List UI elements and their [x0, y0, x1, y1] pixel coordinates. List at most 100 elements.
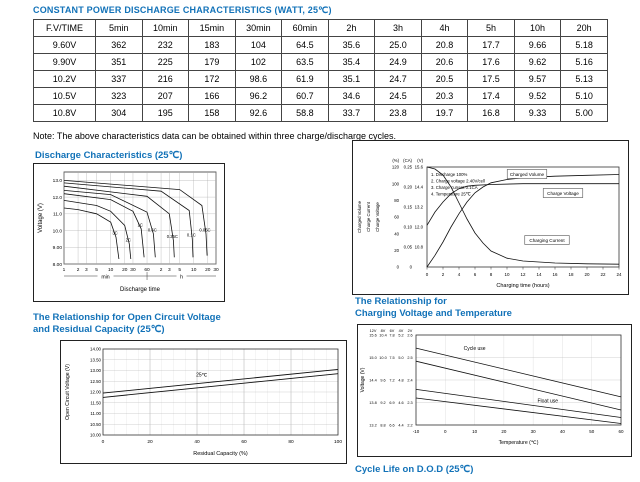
svg-text:12.0: 12.0 — [53, 195, 63, 201]
svg-text:0.25: 0.25 — [404, 165, 413, 170]
table-row: 10.8V 304 195 158 92.6 58.8 33.7 23.8 19.7 16.8 9.… — [33, 104, 608, 122]
svg-text:0.05: 0.05 — [404, 245, 413, 250]
svg-text:13.8: 13.8 — [369, 401, 376, 405]
svg-text:-10: -10 — [413, 429, 420, 434]
svg-text:2.6: 2.6 — [407, 334, 412, 338]
svg-text:14: 14 — [536, 272, 542, 277]
svg-text:15.0: 15.0 — [369, 356, 376, 360]
svg-text:0.15: 0.15 — [404, 205, 413, 210]
svg-text:2.3: 2.3 — [407, 401, 412, 405]
svg-text:Charged Volume: Charged Volume — [510, 172, 545, 177]
annotations: Cycle use Float use — [464, 346, 559, 405]
svg-text:25℃: 25℃ — [196, 373, 208, 379]
ocv-chart: 14.00 13.50 13.00 12.50 12.00 11.50 11.00 10.50… — [65, 347, 342, 457]
table-cell: 9.33 — [513, 104, 562, 122]
table-cell: 166 — [188, 87, 236, 105]
svg-text:13.00: 13.00 — [90, 368, 102, 373]
svg-text:Float use: Float use — [537, 399, 558, 405]
svg-text:12.0: 12.0 — [415, 225, 424, 230]
grid — [102, 348, 339, 436]
table-cell: 304 — [95, 104, 143, 122]
table-row: 9.60V 362 232 183 104 64.5 35.6 25.0 20.8 17.7 9.6… — [33, 36, 608, 54]
svg-text:1C: 1C — [138, 222, 143, 227]
table-cell: 17.7 — [467, 36, 515, 54]
row-header-cell: 10.2V — [33, 70, 96, 88]
svg-text:4.8: 4.8 — [398, 379, 403, 383]
svg-text:20: 20 — [584, 272, 590, 277]
svg-text:6.6: 6.6 — [389, 424, 394, 428]
title-line-1: The Relationship for Open Circuit Voltag… — [33, 312, 221, 323]
svg-text:14.4: 14.4 — [415, 185, 424, 190]
table-row: 9.90V 351 225 179 102 63.5 35.4 24.9 20.6 17.6 9.6… — [33, 53, 608, 71]
table-cell: 104 — [234, 36, 283, 54]
svg-text:Charge Voltage: Charge Voltage — [375, 202, 380, 232]
svg-text:0.20: 0.20 — [404, 185, 413, 190]
series — [426, 166, 620, 268]
svg-text:2C: 2C — [126, 237, 131, 242]
svg-text:9.00: 9.00 — [53, 245, 63, 251]
table-cell: 9.52 — [513, 87, 562, 105]
table-cell: 5.13 — [560, 70, 608, 88]
svg-text:10: 10 — [504, 272, 510, 277]
svg-text:Residual Capacity (%): Residual Capacity (%) — [193, 451, 248, 457]
grid — [63, 171, 217, 265]
svg-text:6V: 6V — [390, 329, 395, 333]
svg-text:10.4: 10.4 — [379, 334, 386, 338]
svg-text:6: 6 — [474, 272, 477, 277]
svg-text:30: 30 — [531, 429, 537, 434]
svg-text:4.4: 4.4 — [398, 424, 403, 428]
annotations: 1. Discharge 100% 2. Charge voltage 2.40V… — [431, 169, 584, 245]
table-header-cell: 30min — [234, 19, 283, 37]
svg-text:Charging Current: Charging Current — [529, 238, 565, 243]
table-cell: 25.0 — [374, 36, 422, 54]
discharge-chart: 1 2 3 5 10 20 30 60 2 3 5 10 20 3013.012.011.010.09.0… — [38, 171, 219, 293]
svg-text:60: 60 — [144, 267, 150, 273]
table-header-cell: F.V/TIME — [33, 19, 96, 37]
svg-text:4: 4 — [458, 272, 461, 277]
svg-text:60: 60 — [618, 429, 624, 434]
table-cell: 24.9 — [374, 53, 422, 71]
table-cell: 64.5 — [281, 36, 329, 54]
svg-text:3: 3 — [168, 267, 171, 273]
svg-text:0: 0 — [397, 265, 400, 270]
svg-text:0: 0 — [410, 265, 413, 270]
table-cell: 16.8 — [467, 104, 515, 122]
section-title-cycle-life: Cycle Life on D.O.D (25℃) — [355, 464, 474, 475]
row-header-cell: 9.60V — [33, 36, 96, 54]
svg-text:0: 0 — [444, 429, 447, 434]
page-title: CONSTANT POWER DISCHARGE CHARACTERISTICS… — [33, 5, 332, 15]
svg-text:0: 0 — [102, 439, 105, 445]
table-cell: 216 — [141, 70, 190, 88]
svg-text:10.8: 10.8 — [415, 245, 424, 250]
svg-text:15.6: 15.6 — [369, 334, 376, 338]
svg-text:80: 80 — [394, 198, 399, 203]
svg-text:2: 2 — [160, 267, 163, 273]
svg-text:7.5: 7.5 — [389, 356, 394, 360]
table-cell: 20.3 — [420, 87, 469, 105]
svg-text:18: 18 — [568, 272, 574, 277]
svg-text:100: 100 — [392, 181, 400, 186]
svg-text:13.2: 13.2 — [369, 424, 376, 428]
svg-text:0.25C: 0.25C — [167, 234, 178, 239]
svg-text:Voltage (V): Voltage (V) — [38, 203, 44, 233]
series: 25℃ — [102, 368, 339, 398]
svg-text:2. Charge voltage 2.40V/cell: 2. Charge voltage 2.40V/cell — [431, 179, 485, 184]
table-cell: 5.16 — [560, 53, 608, 71]
table-cell: 337 — [95, 70, 143, 88]
axes: 14.00 13.50 13.00 12.50 12.00 11.50 11.00 10.50… — [65, 347, 342, 457]
table-cell: 17.5 — [467, 70, 515, 88]
table-cell: 34.6 — [327, 87, 376, 105]
row-header-cell: 10.5V — [33, 87, 96, 105]
svg-text:60: 60 — [241, 439, 247, 445]
svg-text:0.6C: 0.6C — [148, 227, 157, 232]
svg-text:30: 30 — [130, 267, 136, 273]
svg-text:4. Temperature 25℃: 4. Temperature 25℃ — [431, 192, 471, 197]
table-cell: 20.6 — [420, 53, 469, 71]
table-header-row: F.V/TIME 5min 10min 15min 30min 60min 2h 3h 4h 5h… — [33, 19, 608, 37]
table-cell: 35.1 — [327, 70, 376, 88]
charging-chart: Charged Volume Charge Current Charge Volta… — [357, 158, 622, 289]
svg-text:1: 1 — [63, 267, 66, 273]
svg-text:1. Discharge 100%: 1. Discharge 100% — [431, 172, 467, 177]
svg-text:10.0: 10.0 — [53, 228, 63, 234]
